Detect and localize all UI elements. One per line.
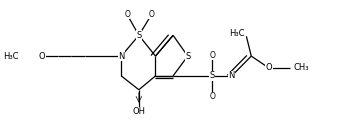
Text: S: S: [210, 71, 215, 80]
Text: N: N: [118, 52, 124, 61]
Text: O: O: [124, 10, 130, 19]
Text: O: O: [39, 52, 45, 61]
Text: O: O: [149, 10, 154, 19]
Text: OH: OH: [132, 107, 145, 116]
Text: O: O: [209, 92, 215, 101]
Text: H₃C: H₃C: [3, 52, 19, 61]
Text: N: N: [228, 71, 235, 80]
Text: S: S: [185, 52, 190, 61]
Text: H₃C: H₃C: [229, 29, 244, 38]
Text: CH₃: CH₃: [293, 63, 309, 72]
Text: S: S: [136, 31, 142, 40]
Text: O: O: [266, 63, 272, 72]
Text: O: O: [209, 51, 215, 60]
